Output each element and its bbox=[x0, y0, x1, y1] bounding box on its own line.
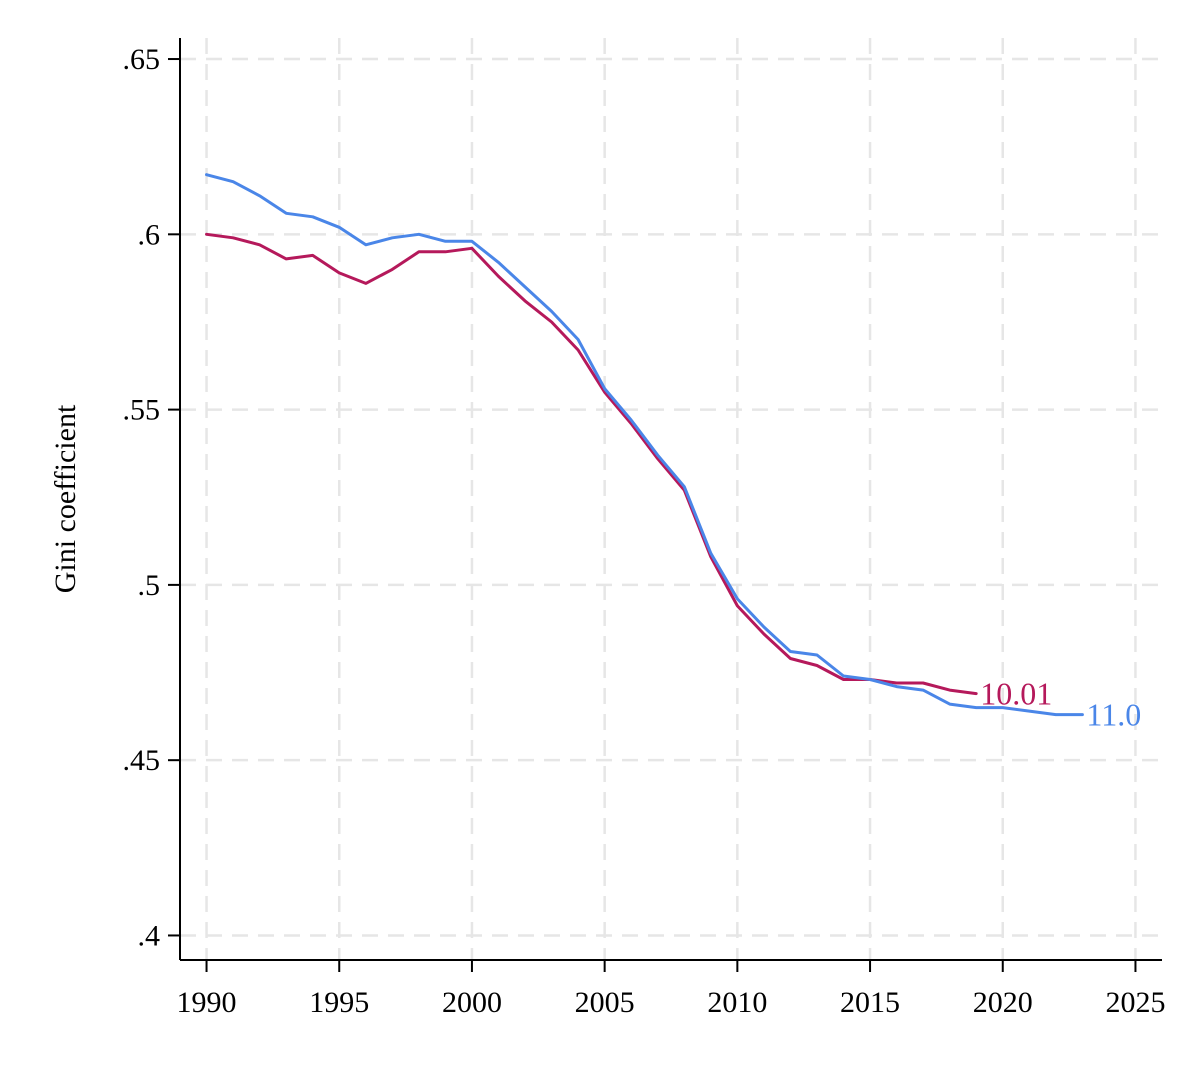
x-tick-label: 2020 bbox=[973, 986, 1033, 1019]
x-tick-label: 2000 bbox=[442, 986, 502, 1019]
x-tick-label: 2010 bbox=[707, 986, 767, 1019]
series-end-label: 10.01 bbox=[980, 676, 1052, 712]
gridlines bbox=[180, 38, 1162, 960]
series-line-10-01 bbox=[205, 232, 978, 696]
series-end-labels: 10.01 11.0 bbox=[980, 676, 1141, 733]
series-lines bbox=[205, 173, 1084, 717]
x-tick-label: 1990 bbox=[177, 986, 237, 1019]
y-tick-label: .65 bbox=[123, 43, 161, 76]
y-axis-label: Gini coefficient bbox=[49, 404, 82, 593]
y-tick-label: .4 bbox=[138, 919, 161, 952]
series-line-11-0 bbox=[205, 173, 1084, 717]
y-tick-label: .5 bbox=[138, 569, 161, 602]
y-tick-label: .45 bbox=[123, 744, 161, 777]
axes bbox=[179, 38, 1162, 961]
x-tick-label: 1995 bbox=[309, 986, 369, 1019]
series-end-label: 11.0 bbox=[1086, 697, 1141, 733]
x-tick-label: 2005 bbox=[575, 986, 635, 1019]
x-axis-ticks: 1990 1995 2000 2005 2010 2015 2020 2025 bbox=[177, 960, 1165, 1019]
y-axis-ticks: .4 .45 .5 .55 .6 .65 bbox=[123, 43, 180, 952]
y-tick-label: .6 bbox=[138, 218, 161, 251]
y-tick-label: .55 bbox=[123, 394, 161, 427]
x-tick-label: 2025 bbox=[1105, 986, 1165, 1019]
x-tick-label: 2015 bbox=[840, 986, 900, 1019]
